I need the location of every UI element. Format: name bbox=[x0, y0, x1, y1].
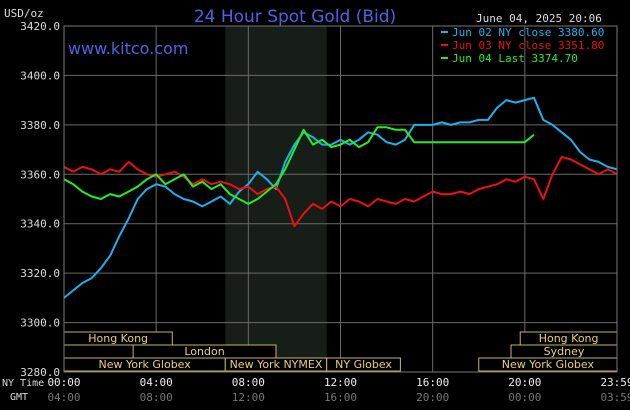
session-label: New York NYMEX bbox=[230, 358, 323, 371]
y-tick-label: 3320.0 bbox=[20, 267, 60, 280]
session-bar: New York Globex bbox=[478, 357, 618, 372]
y-tick-label: 3420.0 bbox=[20, 20, 60, 33]
session-box bbox=[326, 357, 401, 372]
y-axis-ticks: 3420.0 3400.0 3380.0 3360.0 3340.0 3320.0 3300… bbox=[20, 20, 60, 379]
session-bar: London bbox=[132, 344, 277, 359]
session-label: NY Globex bbox=[335, 358, 392, 371]
legend-entry: Jun 03 NY close 3351.80 bbox=[452, 39, 604, 52]
series-line bbox=[63, 96, 618, 299]
x-axis-gmt-label: GMT bbox=[10, 392, 28, 403]
x-axis-ny-label: NY Time bbox=[2, 378, 44, 389]
series-line bbox=[63, 126, 535, 205]
y-tick-label: 3300.0 bbox=[20, 317, 60, 330]
y-tick-label: 3340.0 bbox=[20, 218, 60, 231]
legend-entry: Jun 02 NY close 3380.60 bbox=[452, 26, 604, 39]
x-tick-label-gmt: 00:00 bbox=[508, 391, 541, 404]
y-tick-label: 3380.0 bbox=[20, 119, 60, 132]
x-tick-label-gmt: 03:59 bbox=[600, 391, 630, 404]
price-series bbox=[63, 96, 618, 299]
session-label: Sydney bbox=[544, 345, 585, 358]
x-tick-label-gmt: 16:00 bbox=[324, 391, 357, 404]
session-bar: New York Globex bbox=[63, 357, 226, 372]
session-bar: Sydney bbox=[510, 344, 618, 359]
legend-entry: Jun 04 Last 3374.70 bbox=[452, 52, 578, 65]
session-bar: New York NYMEX bbox=[224, 357, 328, 372]
session-label: Hong Kong bbox=[88, 332, 148, 345]
x-tick-label-ny: 04:00 bbox=[140, 376, 173, 389]
date-time-label: June 04, 2025 20:06 bbox=[476, 12, 602, 25]
session-label: New York Globex bbox=[99, 358, 192, 371]
session-label: New York Globex bbox=[502, 358, 595, 371]
session-bar: Hong Kong bbox=[63, 331, 173, 346]
session-label: Hong Kong bbox=[539, 332, 599, 345]
x-tick-label-ny: 08:00 bbox=[232, 376, 265, 389]
y-tick-label: 3400.0 bbox=[20, 69, 60, 82]
x-tick-label-ny: 20:00 bbox=[508, 376, 541, 389]
session-bar: Hong Kong bbox=[519, 331, 618, 346]
y-tick-label: 3360.0 bbox=[20, 168, 60, 181]
y-tick-label: 3280.0 bbox=[20, 366, 60, 379]
x-tick-label-gmt: 20:00 bbox=[416, 391, 449, 404]
site-label: www.kitco.com bbox=[68, 39, 188, 58]
session-bar: NY Globex bbox=[326, 357, 401, 372]
x-tick-label-ny: 16:00 bbox=[416, 376, 449, 389]
x-tick-label-gmt: 08:00 bbox=[140, 391, 173, 404]
x-tick-label-ny: 23:59 bbox=[600, 376, 630, 389]
nymex-session-shade bbox=[225, 26, 327, 372]
y-axis-unit: USD/oz bbox=[4, 7, 44, 20]
plot-border bbox=[63, 25, 618, 373]
x-tick-label-ny: 12:00 bbox=[324, 376, 357, 389]
x-tick-label-gmt: 04:00 bbox=[47, 391, 80, 404]
chart-title: 24 Hour Spot Gold (Bid) bbox=[194, 7, 396, 27]
series-line bbox=[63, 156, 618, 228]
session-label: London bbox=[184, 345, 224, 358]
x-tick-label-ny: 00:00 bbox=[47, 376, 80, 389]
x-tick-label-gmt: 12:00 bbox=[232, 391, 265, 404]
x-axis: 00:00 04:00 04:00 08:00 08:00 12:00 12:00 16:00… bbox=[47, 376, 630, 404]
